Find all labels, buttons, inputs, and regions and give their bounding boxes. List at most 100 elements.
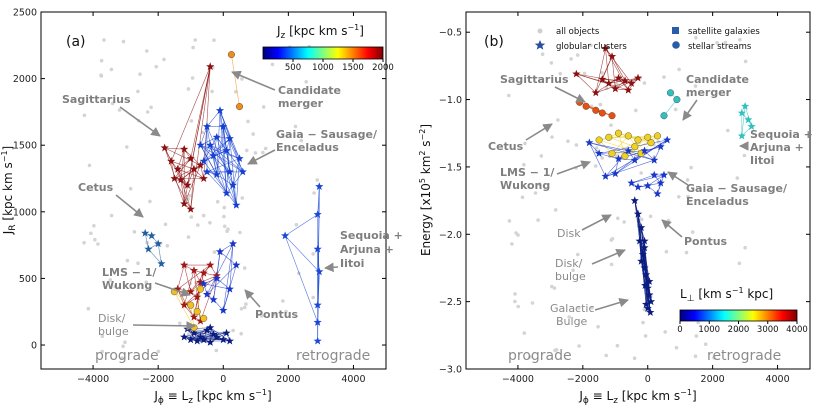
annotation-sagittarius: Sagittarius <box>500 73 569 86</box>
background-point <box>117 108 122 112</box>
background-point <box>663 330 667 334</box>
marker-star-sagittarius <box>627 79 636 87</box>
plot-frame <box>40 11 387 370</box>
background-point <box>677 195 681 199</box>
link-line-warm <box>174 291 195 328</box>
background-point <box>726 128 730 133</box>
background-point <box>615 343 620 348</box>
background-point <box>214 348 219 353</box>
marker-star-sequoia <box>737 108 746 117</box>
annotation-pontus: Pontus <box>684 235 728 248</box>
background-point <box>244 302 248 306</box>
marker-star-lms <box>180 300 189 309</box>
background-point <box>311 295 316 300</box>
marker-circle-warm <box>193 308 201 316</box>
x-tick-label: 4000 <box>765 374 789 385</box>
link-line-gse <box>200 144 240 159</box>
background-point <box>507 93 511 98</box>
panel-label: (b) <box>484 34 504 50</box>
marker-star-disk <box>640 263 649 272</box>
background-point <box>571 268 575 273</box>
region-retrograde: retrograde <box>707 348 781 364</box>
marker-circle-cetus <box>592 106 600 114</box>
marker-star-disk <box>206 338 215 346</box>
background-point <box>242 305 247 310</box>
marker-star-sequoia <box>741 102 750 110</box>
annotation-sagittarius: Sagittarius <box>62 93 131 106</box>
marker-star-sagittarius <box>180 144 189 153</box>
arrow-disk <box>581 214 612 231</box>
background-point <box>210 89 214 94</box>
marker-star-disk <box>209 330 218 338</box>
link-line-lms <box>589 142 606 177</box>
annotation-candidate-line2: merger <box>278 97 324 110</box>
marker-circle-warm <box>200 314 208 322</box>
link-line-gse <box>213 155 218 175</box>
background-point <box>121 39 126 44</box>
marker-star-disk <box>643 283 652 292</box>
marker-circle-cetus <box>608 112 616 120</box>
background-point <box>89 231 93 236</box>
marker-star-cetus <box>141 228 150 237</box>
legend: all objects globular clusters satellite … <box>534 27 760 52</box>
arrow-sagittarius <box>554 86 586 103</box>
marker-star-lms <box>585 138 594 147</box>
background-point <box>609 262 614 267</box>
panel-label: (a) <box>66 34 86 50</box>
marker-star-gse <box>238 167 247 176</box>
marker-star-gse <box>209 151 218 160</box>
marker-star-sagittarius <box>160 143 169 152</box>
background-point <box>87 163 92 168</box>
y-tick-label: 1000 <box>13 207 37 218</box>
arrow-diskbulge <box>591 248 626 265</box>
link-line-sequoia <box>284 235 320 273</box>
background-point <box>191 45 195 50</box>
marker-star-lms <box>650 155 659 164</box>
marker-star-disk <box>202 326 212 334</box>
background-point <box>666 218 671 223</box>
link-line-sagittarius <box>180 164 201 181</box>
background-point <box>522 331 527 335</box>
background-point <box>222 214 226 219</box>
background-point <box>642 81 647 85</box>
marker-star-disk <box>225 336 234 345</box>
background-point <box>240 77 244 81</box>
annotation-sequoia-line3: Iitoi <box>750 154 774 167</box>
colorbar-ticks: 500 1000 1500 2000 <box>285 59 394 73</box>
link-line-lms <box>183 265 191 292</box>
background-point <box>125 258 130 263</box>
background-point <box>215 199 220 204</box>
background-point <box>539 154 544 158</box>
background-point <box>673 107 678 112</box>
background-point <box>575 53 580 57</box>
legend-marker-square-icon <box>672 27 679 34</box>
colorbar: Jz [kpc km s−1] 500 1000 1500 2000 <box>262 23 394 73</box>
background-point <box>136 261 140 266</box>
annotation-gse-line1: Gaia − Sausage/ <box>686 182 788 195</box>
background-point <box>113 284 117 289</box>
background-point <box>190 76 195 80</box>
marker-star-lms <box>206 260 215 269</box>
link-line-lms <box>177 265 185 290</box>
background-point <box>553 208 558 212</box>
background-point <box>574 143 579 147</box>
background-point <box>189 215 194 219</box>
marker-star-pontus <box>650 170 659 179</box>
marker-star-disk <box>646 308 655 316</box>
background-point <box>577 344 581 348</box>
marker-star-gse <box>212 132 221 141</box>
region-prograde: prograde <box>508 348 572 364</box>
background-point <box>696 320 700 325</box>
marker-star-sequoia <box>313 318 322 326</box>
background-point <box>685 178 690 182</box>
marker-star-gse <box>228 180 238 189</box>
marker-star-sequoia <box>737 131 746 140</box>
arrow-sequoia <box>324 262 339 273</box>
link-line-sagittarius <box>595 56 613 93</box>
marker-star-pontus <box>633 182 643 191</box>
marker-star-disk <box>199 335 208 344</box>
marker-star-sequoia <box>315 267 324 276</box>
background-point <box>239 307 244 311</box>
background-point <box>642 307 647 312</box>
background-point <box>212 250 217 254</box>
